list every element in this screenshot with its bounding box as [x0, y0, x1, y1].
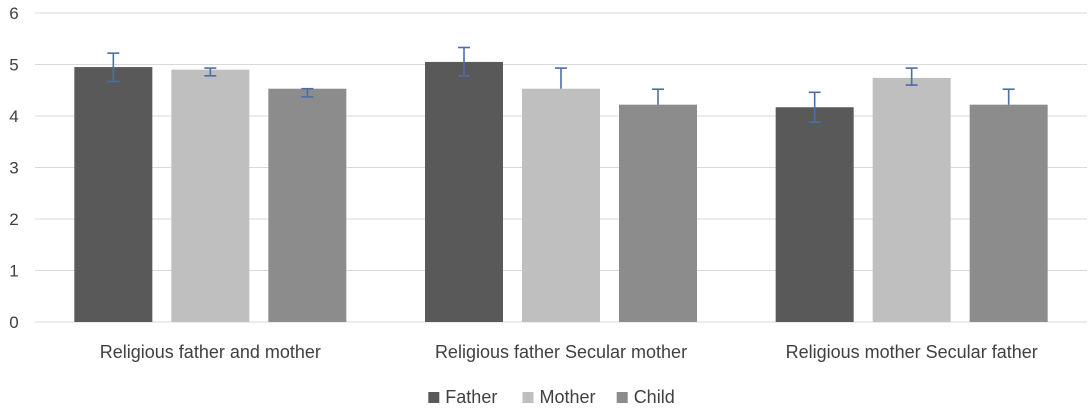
y-tick-label: 3: [9, 159, 18, 178]
x-axis-labels: Religious father and mother Religious fat…: [100, 342, 1038, 362]
y-tick-label: 1: [9, 262, 18, 281]
legend-swatch-mother: [522, 392, 534, 403]
bar-mother: [522, 88, 600, 322]
category-label: Religious mother Secular father: [786, 342, 1038, 362]
category-label: Religious father Secular mother: [435, 342, 687, 362]
legend-label-child: Child: [634, 387, 675, 407]
bar-mother: [872, 77, 951, 322]
bars: [74, 61, 1048, 323]
error-bars: [107, 46, 1015, 123]
category-label: Religious father and mother: [100, 342, 321, 362]
y-tick-label: 2: [9, 210, 18, 229]
bar-child: [619, 104, 697, 322]
legend-label-mother: Mother: [540, 387, 596, 407]
y-tick-label: 4: [9, 107, 18, 126]
bar-father: [775, 107, 854, 323]
y-tick-label: 6: [9, 4, 18, 23]
bar-father: [74, 67, 153, 322]
bar-father: [425, 61, 503, 323]
y-axis-ticks: 0 1 2 3 4 5 6: [9, 4, 18, 332]
y-tick-label: 5: [9, 56, 18, 75]
legend-swatch-child: [616, 392, 628, 403]
legend-label-father: Father: [445, 387, 497, 407]
bar-child: [969, 104, 1048, 322]
legend: Father Mother Child: [428, 387, 675, 407]
y-tick-label: 0: [9, 313, 18, 332]
bar-mother: [171, 69, 250, 323]
bar-child: [268, 88, 347, 322]
legend-swatch-father: [428, 392, 440, 403]
